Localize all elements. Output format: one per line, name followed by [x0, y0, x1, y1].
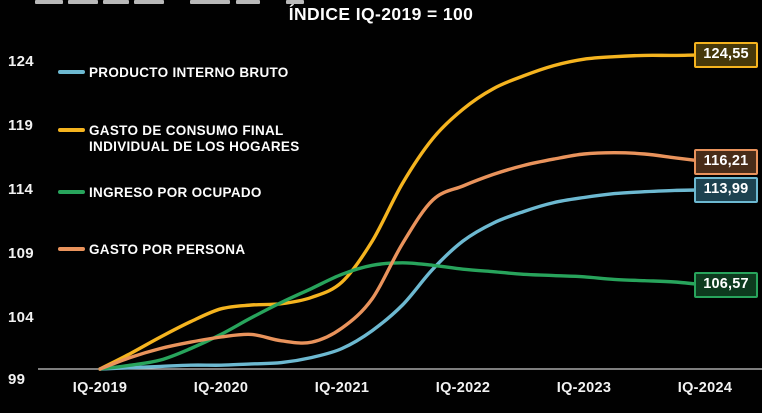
y-tick-99: 99: [8, 371, 26, 388]
legend-item-pib: PRODUCTO INTERNO BRUTO: [58, 65, 289, 81]
x-tick-iq2022: IQ-2022: [435, 380, 491, 396]
x-tick-iq2019: IQ-2019: [72, 380, 128, 396]
x-tick-iq2021: IQ-2021: [314, 380, 370, 396]
value-badge-pib: 113,99: [694, 176, 758, 203]
y-tick-109: 109: [8, 245, 34, 262]
chart-title: ÍNDICE IQ-2019 = 100: [288, 4, 474, 24]
series-line-pib: [98, 188, 707, 371]
series-line-gasto_persona: [98, 151, 707, 371]
legend-swatch-gasto-persona: [58, 247, 85, 251]
value-badge-gasto_consumo: 124,55: [694, 41, 758, 68]
legend-label-ingreso-ocupado: INGRESO POR OCUPADO: [89, 185, 262, 200]
x-tick-iq2024: IQ-2024: [677, 380, 733, 396]
value-badge-gasto_persona: 116,21: [694, 148, 758, 175]
legend-item-ingreso-ocupado: INGRESO POR OCUPADO: [58, 185, 262, 201]
legend-swatch-pib: [58, 70, 85, 74]
legend-item-gasto-persona: GASTO POR PERSONA: [58, 242, 245, 258]
legend-label-pib: PRODUCTO INTERNO BRUTO: [89, 65, 289, 80]
value-badge-ingreso_ocupado: 106,57: [694, 271, 758, 298]
legend-swatch-ingreso-ocupado: [58, 190, 85, 194]
y-tick-104: 104: [8, 309, 34, 326]
x-tick-iq2020: IQ-2020: [193, 380, 249, 396]
series-line-gasto_consumo: [98, 53, 707, 371]
y-tick-114: 114: [8, 181, 34, 198]
y-tick-119: 119: [8, 117, 34, 134]
legend-label-gasto-persona: GASTO POR PERSONA: [89, 242, 246, 257]
y-tick-124: 124: [8, 53, 34, 70]
x-tick-iq2023: IQ-2023: [556, 380, 612, 396]
legend-swatch-gasto-consumo: [58, 128, 85, 132]
series-line-ingreso_ocupado: [98, 261, 707, 371]
legend-label-gasto-consumo: GASTO DE CONSUMO FINAL INDIVIDUAL DE LOS…: [89, 123, 300, 154]
legend-item-gasto-consumo: GASTO DE CONSUMO FINAL INDIVIDUAL DE LOS…: [58, 123, 300, 155]
